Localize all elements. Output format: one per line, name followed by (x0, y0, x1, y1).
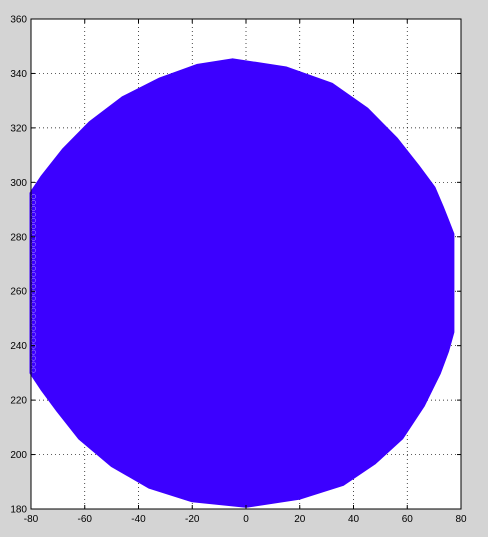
edge-markers (31, 194, 36, 373)
x-tick-label: -60 (78, 514, 93, 525)
y-tick-label: 320 (10, 123, 27, 134)
x-tick-label: -80 (24, 514, 39, 525)
y-tick-label: 220 (10, 396, 27, 407)
x-tick-label: -40 (131, 514, 146, 525)
x-tick-label: 80 (455, 514, 467, 525)
scatter-disc (29, 58, 455, 508)
y-tick-label: 200 (10, 450, 27, 461)
axis-ticks: -80 -60 -40 -20 0 20 40 60 80 180 200 220 240 260 280 3… (10, 15, 467, 526)
y-tick-label: 280 (10, 232, 27, 243)
x-tick-label: -20 (185, 514, 200, 525)
x-tick-label: 0 (243, 514, 249, 525)
x-tick-label: 40 (348, 514, 360, 525)
y-tick-label: 180 (10, 505, 27, 516)
y-tick-label: 240 (10, 341, 27, 352)
y-tick-label: 360 (10, 15, 27, 26)
y-tick-label: 340 (10, 69, 27, 80)
x-tick-label: 20 (294, 514, 306, 525)
x-tick-label: 60 (402, 514, 414, 525)
data-series (29, 58, 455, 508)
y-tick-label: 300 (10, 178, 27, 189)
y-tick-label: 260 (10, 287, 27, 298)
